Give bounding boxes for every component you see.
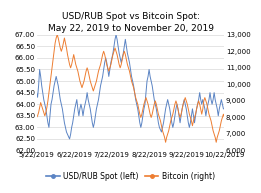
Title: USD/RUB Spot vs Bitcoin Spot:
May 22, 2019 to November 20, 2019: USD/RUB Spot vs Bitcoin Spot: May 22, 20… bbox=[48, 12, 213, 33]
Legend: USD/RUB Spot (left), Bitcoin (right): USD/RUB Spot (left), Bitcoin (right) bbox=[43, 169, 218, 184]
